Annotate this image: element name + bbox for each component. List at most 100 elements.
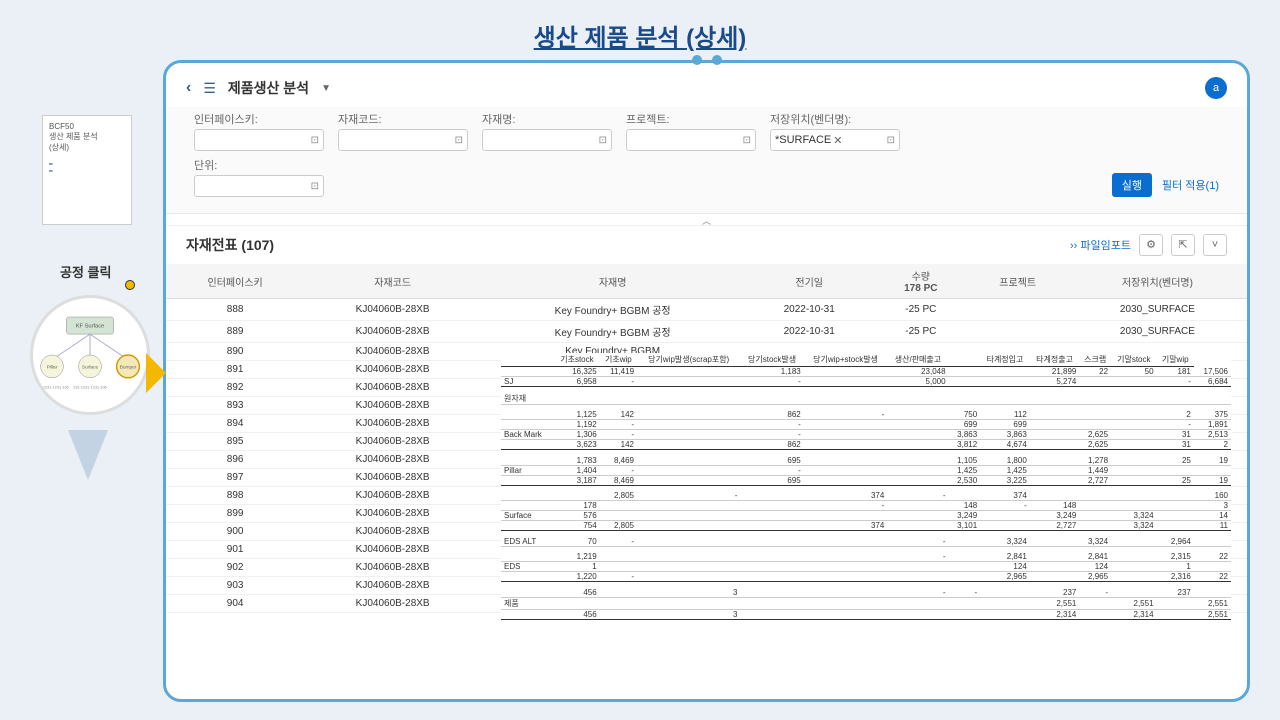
detail-cell bbox=[1111, 572, 1156, 582]
detail-row: 1,219-2,8412,8412,31522 bbox=[501, 552, 1231, 562]
detail-cell bbox=[600, 393, 637, 405]
filter-applied-link[interactable]: 필터 적용(1) bbox=[1162, 177, 1219, 193]
chevron-down-icon[interactable]: ▼ bbox=[321, 83, 331, 94]
detail-cell: 31 bbox=[1157, 440, 1194, 450]
detail-cell bbox=[637, 597, 740, 609]
detail-row: 16,32511,4191,18323,04821,899225018117,5… bbox=[501, 367, 1231, 377]
file-import-link[interactable]: ›› 파일임포트 bbox=[1070, 237, 1131, 253]
detail-cell: 5,274 bbox=[1030, 377, 1080, 387]
collapse-filter-bar[interactable]: ︿ bbox=[166, 214, 1247, 226]
detail-section-label bbox=[501, 521, 554, 531]
detail-cell bbox=[1079, 393, 1111, 405]
valuehelp-icon[interactable]: ⊡ bbox=[599, 135, 607, 146]
settings-button[interactable]: ⚙ bbox=[1139, 234, 1163, 256]
toolbar-title: 제품생산 분석 bbox=[228, 78, 309, 98]
export-button[interactable]: ⇱ bbox=[1171, 234, 1195, 256]
detail-cell bbox=[804, 562, 888, 572]
detail-cell bbox=[1157, 393, 1194, 405]
detail-cell bbox=[949, 367, 981, 377]
detail-cell bbox=[1030, 572, 1080, 582]
detail-cell bbox=[637, 475, 740, 485]
detail-section-label bbox=[501, 588, 554, 598]
detail-cell: 14 bbox=[1194, 511, 1231, 521]
filter-input-project[interactable]: ⊡ bbox=[626, 129, 756, 151]
detail-cell: 31 bbox=[1157, 430, 1194, 440]
valuehelp-icon[interactable]: ⊡ bbox=[311, 181, 319, 192]
process-diagram[interactable]: KF Surface Pillar Surface Bumper 126-123… bbox=[30, 295, 150, 415]
detail-section-label bbox=[501, 440, 554, 450]
thumb-line2: 생산 제품 분석 bbox=[49, 131, 125, 142]
filter-input-name[interactable]: ⊡ bbox=[482, 129, 612, 151]
detail-cell: 3,324 bbox=[1079, 537, 1111, 547]
detail-cell: 4,674 bbox=[980, 440, 1030, 450]
col-interface-key[interactable]: 인터페이스키 bbox=[166, 264, 304, 299]
table-cell: 897 bbox=[166, 469, 304, 487]
col-material-code[interactable]: 자재코드 bbox=[304, 264, 481, 299]
slide-thumbnail[interactable]: BCF50 생산 제품 분석 (상세) ━━ bbox=[42, 115, 132, 225]
detail-header: 타계정입고 bbox=[980, 353, 1030, 367]
thumb-line1: BCF50 bbox=[49, 122, 125, 131]
col-material-name[interactable]: 자재명 bbox=[481, 264, 744, 299]
detail-cell: 1,404 bbox=[554, 465, 599, 475]
detail-cell: 25 bbox=[1157, 456, 1194, 466]
col-posting-date[interactable]: 전기일 bbox=[744, 264, 874, 299]
detail-cell: 2,625 bbox=[1079, 430, 1111, 440]
valuehelp-icon[interactable]: ⊡ bbox=[743, 135, 751, 146]
token-remove-icon[interactable]: ✕ bbox=[833, 134, 842, 147]
detail-header: 기초stock bbox=[554, 353, 599, 367]
detail-cell: 23,048 bbox=[887, 367, 948, 377]
user-avatar[interactable]: a bbox=[1205, 77, 1227, 99]
detail-cell bbox=[637, 537, 740, 547]
detail-cell bbox=[1030, 456, 1080, 466]
detail-cell: 124 bbox=[1079, 562, 1111, 572]
table-row[interactable]: 889KJ04060B-28XBKey Foundry+ BGBM 공정2022… bbox=[166, 321, 1247, 343]
dropdown-button[interactable]: ˅ bbox=[1203, 234, 1227, 256]
detail-cell: - bbox=[740, 430, 803, 440]
filter-input-code[interactable]: ⊡ bbox=[338, 129, 468, 151]
table-row[interactable]: 888KJ04060B-28XBKey Foundry+ BGBM 공정2022… bbox=[166, 299, 1247, 321]
detail-row: 178-148-1483 bbox=[501, 501, 1231, 511]
table-cell: KJ04060B-28XB bbox=[304, 415, 481, 433]
detail-cell: 19 bbox=[1194, 475, 1231, 485]
detail-cell: - bbox=[887, 491, 948, 501]
table-cell: 893 bbox=[166, 397, 304, 415]
valuehelp-icon[interactable]: ⊡ bbox=[311, 135, 319, 146]
side-annotation-dot bbox=[125, 280, 135, 290]
back-button[interactable]: ‹ bbox=[186, 79, 191, 97]
detail-cell bbox=[887, 572, 948, 582]
filter-token[interactable]: *SURFACE bbox=[775, 134, 831, 146]
detail-cell bbox=[887, 456, 948, 466]
run-button[interactable]: 실행 bbox=[1112, 173, 1152, 197]
col-storage[interactable]: 저장위치(벤더명) bbox=[1068, 264, 1247, 299]
detail-row: 제품2,5512,5512,551 bbox=[501, 597, 1231, 609]
detail-cell bbox=[804, 430, 888, 440]
detail-cell bbox=[887, 562, 948, 572]
detail-cell: - bbox=[804, 410, 888, 420]
filter-input-unit[interactable]: ⊡ bbox=[194, 175, 324, 197]
detail-cell bbox=[600, 597, 637, 609]
detail-cell bbox=[1030, 393, 1080, 405]
col-qty[interactable]: 수량178 PC bbox=[874, 264, 967, 299]
detail-cell: 22 bbox=[1194, 552, 1231, 562]
detail-row: EDS11241241 bbox=[501, 562, 1231, 572]
table-cell: 896 bbox=[166, 451, 304, 469]
detail-cell bbox=[637, 430, 740, 440]
detail-header bbox=[949, 353, 981, 367]
valuehelp-icon[interactable]: ⊡ bbox=[887, 135, 895, 146]
col-project[interactable]: 프로젝트 bbox=[967, 264, 1067, 299]
detail-cell bbox=[1157, 609, 1194, 619]
filter-input-interface[interactable]: ⊡ bbox=[194, 129, 324, 151]
table-cell: 890 bbox=[166, 343, 304, 361]
detail-cell: 375 bbox=[1194, 410, 1231, 420]
detail-cell bbox=[740, 562, 803, 572]
filter-input-storage[interactable]: *SURFACE✕ ⊡ bbox=[770, 129, 900, 151]
detail-cell bbox=[804, 572, 888, 582]
filter-bar: 인터페이스키: ⊡ 자재코드: ⊡ 자재명: ⊡ 프로젝트: ⊡ 저장위치(벤더… bbox=[166, 107, 1247, 214]
detail-cell: 1 bbox=[1157, 562, 1194, 572]
detail-section-label bbox=[501, 420, 554, 430]
detail-cell bbox=[637, 552, 740, 562]
list-icon[interactable]: ☰ bbox=[203, 80, 216, 97]
detail-cell bbox=[1030, 410, 1080, 420]
detail-cell bbox=[740, 572, 803, 582]
valuehelp-icon[interactable]: ⊡ bbox=[455, 135, 463, 146]
